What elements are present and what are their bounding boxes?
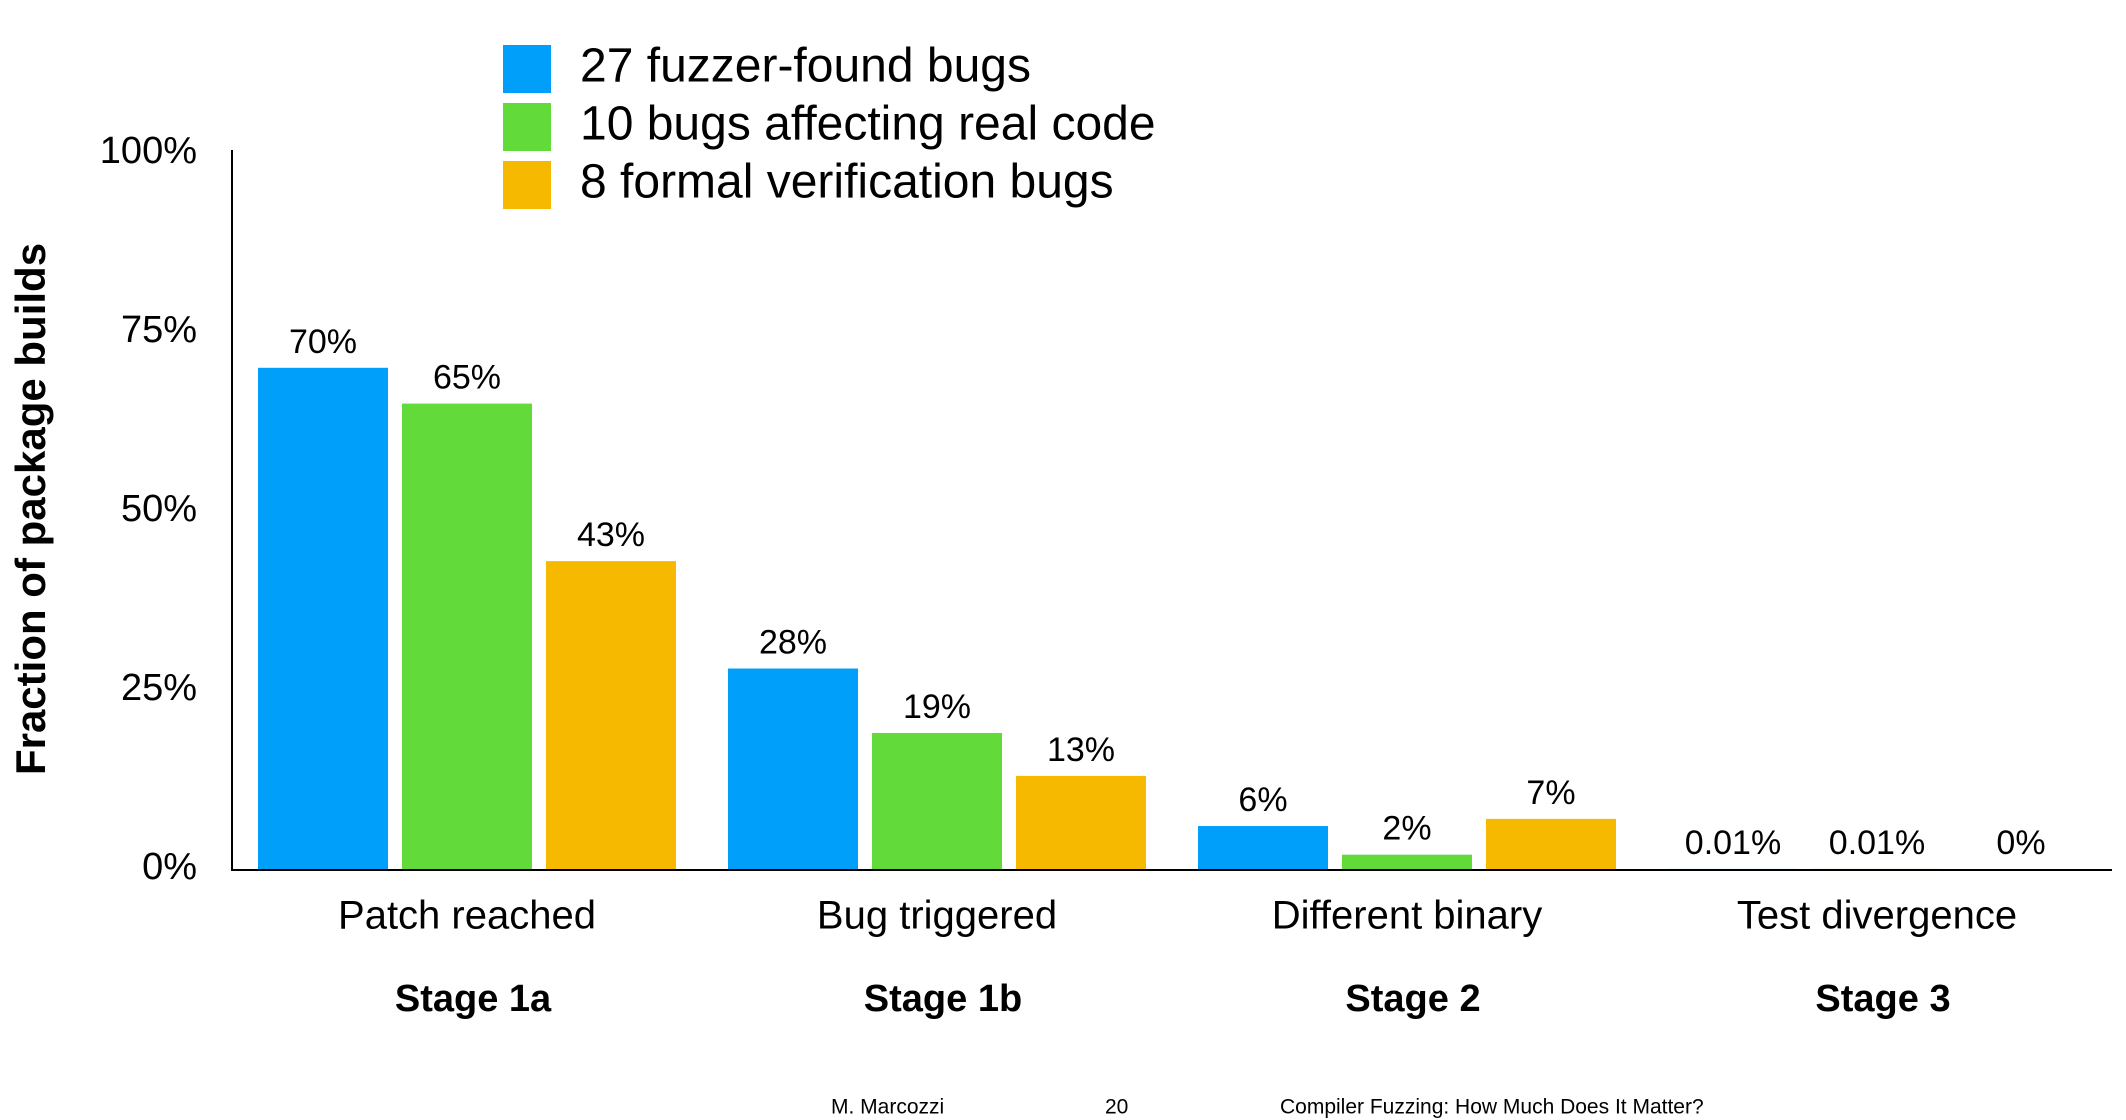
y-axis-label: Fraction of package builds <box>7 243 54 775</box>
value-label: 19% <box>903 688 971 726</box>
value-label: 2% <box>1382 810 1431 848</box>
footer-title: Compiler Fuzzing: How Much Does It Matte… <box>1280 1096 1704 1119</box>
x-tick-label: Patch reached <box>338 894 596 938</box>
y-tick-label: 0% <box>142 846 197 888</box>
x-tick-label: Different binary <box>1272 894 1543 938</box>
y-tick-label: 75% <box>121 309 197 351</box>
legend-swatch <box>503 161 551 209</box>
bar <box>546 561 676 869</box>
footer-page: 20 <box>1105 1096 1128 1119</box>
stage-label: Stage 1a <box>395 978 552 1020</box>
legend-label: 10 bugs affecting real code <box>580 98 1156 151</box>
x-tick-label: Bug triggered <box>817 894 1057 938</box>
value-label: 6% <box>1238 781 1287 819</box>
legend-swatch <box>503 45 551 93</box>
value-label: 0.01% <box>1829 824 1925 862</box>
value-label: 28% <box>759 624 827 662</box>
bar <box>402 403 532 869</box>
legend-swatch <box>503 103 551 151</box>
footer-author: M. Marcozzi <box>831 1096 944 1119</box>
legend-label: 8 formal verification bugs <box>580 156 1114 209</box>
value-label: 13% <box>1047 731 1115 769</box>
value-label: 7% <box>1526 774 1575 812</box>
bar <box>872 732 1002 869</box>
bar <box>728 668 858 869</box>
value-label: 0.01% <box>1685 824 1781 862</box>
bar <box>1016 775 1146 869</box>
bar <box>1198 826 1328 869</box>
value-label: 0% <box>1996 824 2045 862</box>
stage-label: Stage 1b <box>864 978 1022 1020</box>
stage-label: Stage 3 <box>1815 978 1950 1020</box>
bar <box>258 367 388 869</box>
value-label: 70% <box>289 323 357 361</box>
stage-label: Stage 2 <box>1345 978 1480 1020</box>
y-tick-label: 25% <box>121 667 197 709</box>
legend-label: 27 fuzzer-found bugs <box>580 40 1031 93</box>
bar <box>1342 854 1472 869</box>
x-tick-label: Test divergence <box>1737 894 2017 938</box>
value-label: 65% <box>433 359 501 397</box>
value-label: 43% <box>577 516 645 554</box>
y-tick-label: 50% <box>121 488 197 530</box>
bar <box>1486 818 1616 869</box>
y-tick-label: 100% <box>100 130 197 172</box>
